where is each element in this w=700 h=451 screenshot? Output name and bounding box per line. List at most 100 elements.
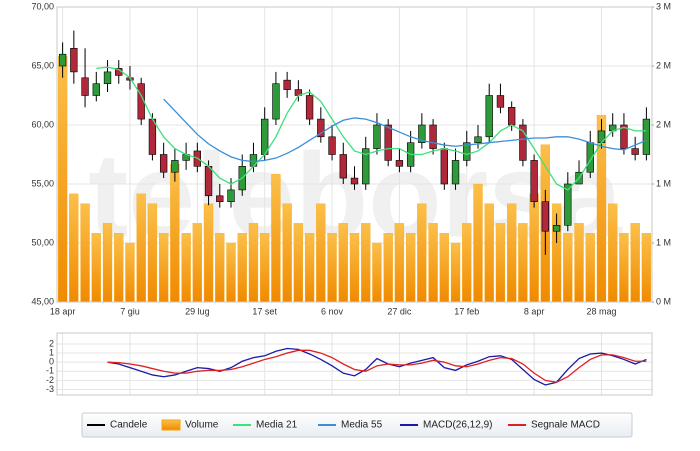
candle-body bbox=[642, 118, 651, 155]
candle-body bbox=[373, 124, 381, 149]
y-tick-label: -3 bbox=[46, 384, 54, 394]
volume-bar bbox=[327, 233, 337, 303]
volume-bar bbox=[361, 223, 371, 303]
legend-label: MACD(26,12,9) bbox=[423, 420, 492, 431]
volume-bar bbox=[394, 223, 405, 303]
x-tick-label: 7 giu bbox=[120, 306, 140, 316]
volume-bar bbox=[91, 233, 101, 303]
y-tick-label: -2 bbox=[46, 375, 54, 385]
volume-bar bbox=[518, 223, 528, 303]
candle-body bbox=[216, 195, 224, 203]
volume-bar bbox=[159, 233, 169, 303]
volume-bar bbox=[462, 223, 472, 303]
candle-body bbox=[272, 83, 280, 120]
y-tick-label: 60,00 bbox=[31, 119, 54, 129]
x-tick-label: 18 apr bbox=[50, 306, 76, 316]
series-line bbox=[107, 349, 647, 383]
y-tick-label: 70,00 bbox=[31, 1, 54, 11]
x-tick-label: 27 dic bbox=[387, 306, 412, 316]
volume-bar bbox=[372, 242, 382, 303]
legend-label: Media 21 bbox=[256, 420, 298, 431]
y2-tick-label: 3 M bbox=[656, 1, 671, 11]
macd-frame bbox=[56, 332, 653, 396]
candle-body bbox=[362, 148, 370, 185]
candle-body bbox=[530, 160, 538, 202]
candle-body bbox=[92, 83, 100, 96]
volume-bar bbox=[147, 203, 158, 303]
y-tick-label: 2 bbox=[49, 338, 54, 348]
candle-body bbox=[204, 166, 213, 197]
candle-body bbox=[339, 154, 347, 179]
volume-bar bbox=[260, 233, 270, 303]
volume-bar bbox=[428, 223, 438, 303]
volume-bar bbox=[181, 233, 191, 303]
series-line bbox=[96, 66, 647, 191]
main-frame bbox=[56, 6, 653, 303]
volume-bar bbox=[349, 233, 360, 303]
y-tick-label: 65,00 bbox=[31, 60, 54, 70]
plot-layer: teleborsa 45,0050,0055,0060,0065,0070,00… bbox=[31, 1, 671, 395]
volume-bar bbox=[215, 233, 225, 303]
candle-body bbox=[70, 47, 78, 73]
y-tick-label: 50,00 bbox=[31, 237, 54, 247]
volume-bar bbox=[473, 183, 483, 303]
volume-bar bbox=[304, 233, 315, 303]
candle-body bbox=[171, 160, 179, 173]
candle-body bbox=[564, 183, 572, 226]
x-tick-label: 6 nov bbox=[321, 306, 344, 316]
series-line bbox=[163, 98, 647, 163]
legend-label: Volume bbox=[185, 420, 219, 431]
candle-body bbox=[474, 136, 482, 144]
candle-body bbox=[328, 136, 336, 155]
candle-body bbox=[261, 118, 269, 155]
volume-bar bbox=[383, 233, 393, 303]
candle-body bbox=[508, 107, 516, 126]
volume-bar bbox=[338, 223, 348, 303]
candle-body bbox=[384, 124, 392, 161]
legend-swatch bbox=[161, 419, 181, 431]
volume-bar bbox=[136, 193, 146, 303]
candle-body bbox=[519, 124, 527, 161]
volume-bar bbox=[293, 223, 304, 303]
volume-bar bbox=[563, 233, 573, 303]
candle-body bbox=[159, 154, 168, 173]
x-tick-label: 17 feb bbox=[454, 306, 479, 316]
series-line bbox=[107, 347, 647, 386]
candle-body bbox=[103, 71, 112, 85]
candle-body bbox=[350, 177, 359, 185]
candle-body bbox=[283, 79, 291, 90]
candle-body bbox=[463, 142, 471, 161]
y-tick-label: 55,00 bbox=[31, 178, 54, 188]
candle-body bbox=[485, 95, 493, 138]
candle-body bbox=[418, 124, 426, 144]
candle-body bbox=[541, 201, 550, 232]
candle-body bbox=[58, 53, 67, 67]
legend-label: Media 55 bbox=[341, 420, 383, 431]
volume-bar bbox=[57, 56, 68, 303]
volume-bar bbox=[507, 203, 517, 303]
volume-bar bbox=[484, 203, 494, 303]
volume-bar bbox=[316, 203, 326, 303]
candle-body bbox=[620, 124, 628, 149]
x-tick-label: 28 mag bbox=[586, 306, 616, 316]
y-tick-label: 1 bbox=[49, 347, 54, 357]
volume-bar bbox=[125, 242, 135, 303]
candle-body bbox=[305, 95, 314, 120]
candle-body bbox=[496, 95, 505, 108]
volume-bar bbox=[271, 174, 281, 303]
volume-bar bbox=[170, 164, 180, 303]
volume-bar bbox=[114, 233, 124, 303]
volume-bar bbox=[630, 223, 640, 303]
candle-body bbox=[440, 148, 448, 185]
volume-bar bbox=[192, 223, 202, 303]
volume-bar bbox=[417, 203, 427, 303]
candle-body bbox=[631, 148, 639, 155]
volume-bar bbox=[80, 203, 90, 303]
volume-bar bbox=[405, 233, 416, 303]
candle-body bbox=[317, 118, 325, 138]
volume-bar bbox=[574, 223, 584, 303]
y-tick-label: 45,00 bbox=[31, 296, 54, 306]
y2-tick-label: 1 M bbox=[656, 178, 671, 188]
x-tick-label: 29 lug bbox=[185, 306, 210, 316]
